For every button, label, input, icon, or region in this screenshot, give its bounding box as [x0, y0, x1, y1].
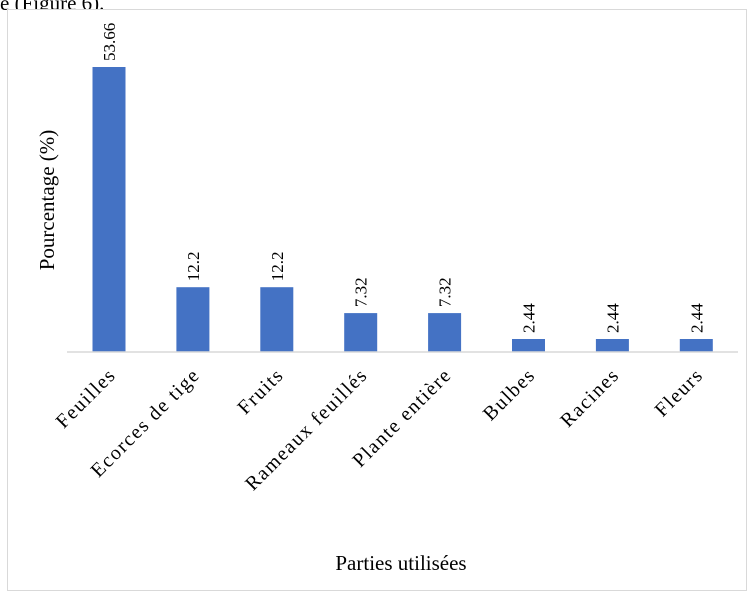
bar-6 [595, 339, 629, 352]
bar-7 [679, 339, 713, 352]
x-tick-label-6: Racines [556, 364, 624, 432]
value-label-6: 2.44 [603, 303, 622, 333]
bar-2 [260, 287, 294, 352]
bar-4 [428, 313, 462, 352]
x-tick-label-7: Fleurs [651, 364, 708, 421]
value-label-4: 7.32 [436, 277, 455, 307]
chart-frame [7, 9, 747, 591]
value-label-3: 7.32 [352, 277, 371, 307]
bar-3 [344, 313, 378, 352]
bar-1 [176, 287, 210, 352]
value-label-7: 2.44 [687, 303, 706, 333]
value-labels-layer: 53.66 12.2 12.2 7.32 7.32 2.44 2.44 2.44 [100, 23, 706, 333]
x-tick-label-5: Bulbes [479, 364, 540, 425]
bars-layer [92, 67, 713, 352]
x-tick-label-0: Feuilles [52, 364, 121, 433]
value-label-1: 12.2 [184, 251, 203, 281]
x-tick-label-2: Fruits [233, 364, 288, 419]
value-label-2: 12.2 [268, 251, 287, 281]
x-axis-label: Parties utilisées [335, 551, 466, 575]
y-axis-label: Pourcentage (%) [35, 130, 59, 271]
value-label-5: 2.44 [520, 303, 539, 333]
bar-0 [92, 67, 126, 352]
value-label-0: 53.66 [100, 23, 119, 61]
bar-5 [512, 339, 545, 352]
